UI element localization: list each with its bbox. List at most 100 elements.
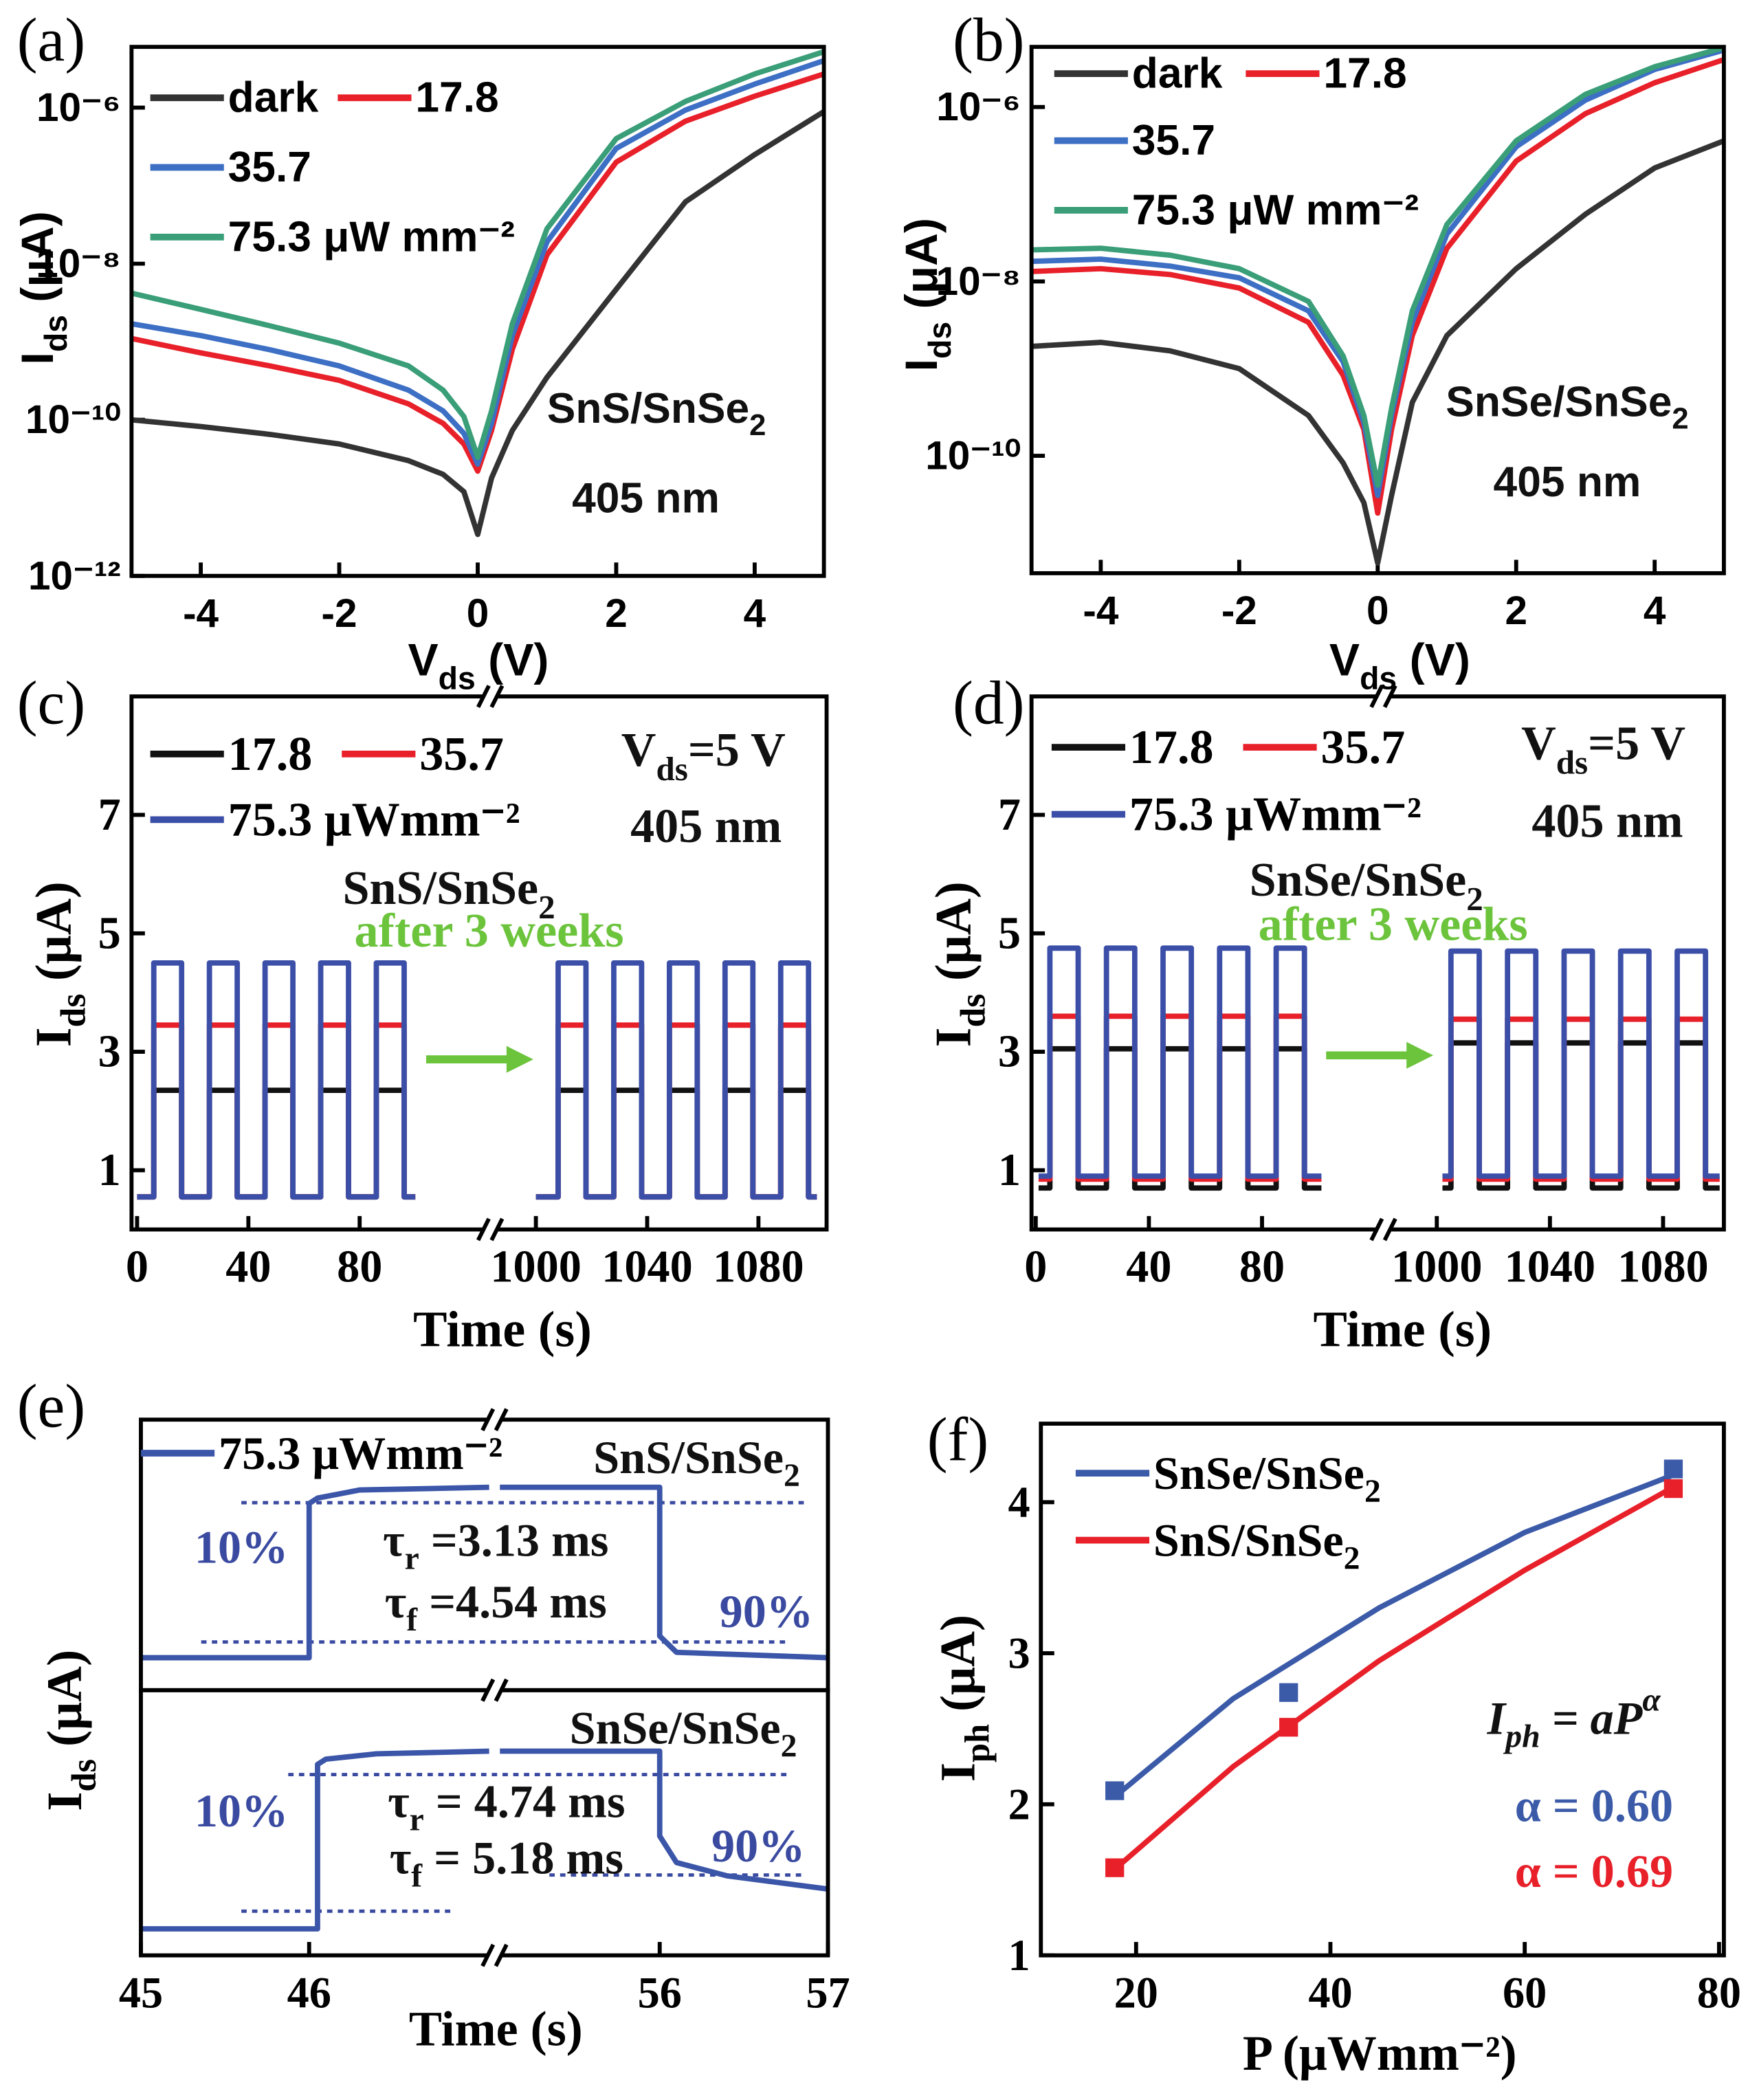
annotation: Vds=5 V — [621, 723, 786, 788]
legend-label: 17.8 — [1129, 720, 1214, 774]
text-part: (V) — [476, 635, 549, 686]
text-part: (μA) — [12, 211, 63, 315]
subscript: f — [411, 1857, 423, 1894]
annotation: SnS/SnSe2 — [343, 861, 555, 926]
x-tick-label: 2 — [605, 591, 628, 636]
x-tick-label: -2 — [322, 591, 357, 636]
text-part: SnS/SnSe — [593, 1431, 784, 1483]
text-part: V — [408, 635, 438, 686]
subscript: ds — [954, 994, 993, 1028]
subscript: ds — [65, 1759, 103, 1792]
data-line — [131, 58, 825, 467]
x-tick-label: 57 — [806, 1969, 850, 2018]
axis-break — [480, 1408, 496, 1432]
data-line — [1038, 945, 1322, 1179]
data-line — [1442, 948, 1720, 1179]
annotation: α = 0.69 — [1515, 1845, 1673, 1897]
text-part: V — [1329, 635, 1360, 686]
x-axis-label: P (μWmm⁻²) — [1243, 2026, 1517, 2081]
text-part: =4.54 ms — [417, 1576, 607, 1628]
legend-label: 35.7 — [1320, 720, 1405, 774]
subscript: ds — [439, 661, 476, 696]
data-point — [1105, 1858, 1125, 1877]
x-tick-label: 46 — [287, 1969, 331, 2018]
axis-break — [494, 1408, 509, 1432]
y-tick-label: 7 — [998, 790, 1021, 840]
annotation: 90% — [720, 1585, 813, 1637]
y-tick-label: 10⁻¹⁰ — [925, 434, 1021, 478]
data-line — [131, 109, 826, 538]
text-part: =3.13 ms — [419, 1514, 609, 1567]
y-tick-label: 3 — [998, 1027, 1021, 1077]
axis-break — [489, 685, 505, 709]
annotation: after 3 weeks — [355, 904, 624, 958]
annotation: τr = 4.74 ms — [388, 1776, 625, 1838]
y-tick-label: 7 — [98, 790, 121, 840]
x-tick-label: 4 — [744, 591, 766, 636]
axis-break — [480, 1943, 496, 1967]
legend-label: SnS/SnSe2 — [1153, 1514, 1360, 1577]
annotation: SnSe/SnSe2 — [1446, 378, 1688, 436]
x-tick-label: 1080 — [713, 1242, 804, 1292]
annotation: 10% — [195, 1784, 288, 1837]
data-line — [500, 1484, 828, 1661]
subscript: ds — [922, 322, 958, 359]
x-tick-label: 0 — [126, 1242, 148, 1292]
data-line — [1031, 47, 1725, 498]
legend-label: 35.7 — [1132, 117, 1215, 164]
fit-line — [1113, 1472, 1674, 1799]
plot-frame — [129, 694, 829, 1232]
subscript: 2 — [1344, 1540, 1360, 1577]
text-part: V — [621, 723, 656, 777]
x-tick-label: 1000 — [490, 1242, 581, 1292]
legend-label: 35.7 — [228, 144, 311, 191]
text-part: τ — [390, 1831, 411, 1883]
annotation: 405 nm — [1494, 458, 1641, 506]
x-tick-label: 4 — [1644, 588, 1666, 633]
text-part: I — [37, 1792, 92, 1811]
legend-label: dark — [228, 74, 319, 122]
text-part: (μA) — [25, 881, 82, 993]
subscript: f — [406, 1602, 418, 1638]
arrow-head — [1406, 1041, 1434, 1069]
text-part: SnS/SnSe — [1153, 1514, 1344, 1567]
x-axis-label: Vds (V) — [408, 635, 549, 696]
x-tick-label: 1080 — [1617, 1242, 1708, 1292]
x-tick-label: 20 — [1114, 1969, 1158, 2018]
annotation: SnS/SnSe2 — [547, 385, 766, 443]
subscript: r — [410, 1802, 424, 1838]
annotation: after 3 weeks — [1259, 897, 1528, 951]
legend-label: dark — [1132, 50, 1223, 98]
text-part: =5 V — [1588, 716, 1685, 770]
data-line — [1031, 138, 1725, 566]
y-tick-label: 1 — [98, 1145, 121, 1195]
annotation: τf =4.54 ms — [385, 1576, 607, 1638]
x-tick-label: 0 — [1024, 1242, 1047, 1292]
subscript: ds — [1556, 743, 1588, 781]
text-part: V — [1521, 716, 1556, 770]
data-line — [1031, 45, 1725, 488]
annotation: τf = 5.18 ms — [390, 1831, 623, 1894]
y-tick-label: 3 — [98, 1027, 121, 1077]
legend-label: 35.7 — [419, 727, 504, 781]
axis-break — [1369, 685, 1384, 709]
y-axis-label: Ids (μA) — [926, 881, 993, 1047]
panel-label: (e) — [17, 1372, 85, 1440]
text-part: = aP — [1540, 1692, 1644, 1745]
y-axis-label: Ids (μA) — [896, 218, 958, 371]
annotation: Iph = aPα — [1487, 1682, 1661, 1755]
arrow-head — [506, 1046, 533, 1073]
data-point — [1105, 1781, 1125, 1800]
data-line — [137, 960, 416, 1200]
text-part: (V) — [1397, 635, 1470, 686]
subscript: r — [405, 1540, 419, 1577]
subscript: ds — [54, 994, 93, 1028]
annotation: 90% — [711, 1820, 805, 1872]
y-axis-label: Ids (μA) — [37, 1650, 103, 1811]
data-point — [1279, 1718, 1298, 1737]
panel-label: (c) — [17, 669, 85, 737]
x-tick-label: 0 — [1367, 588, 1389, 633]
axis-break — [489, 1217, 505, 1241]
